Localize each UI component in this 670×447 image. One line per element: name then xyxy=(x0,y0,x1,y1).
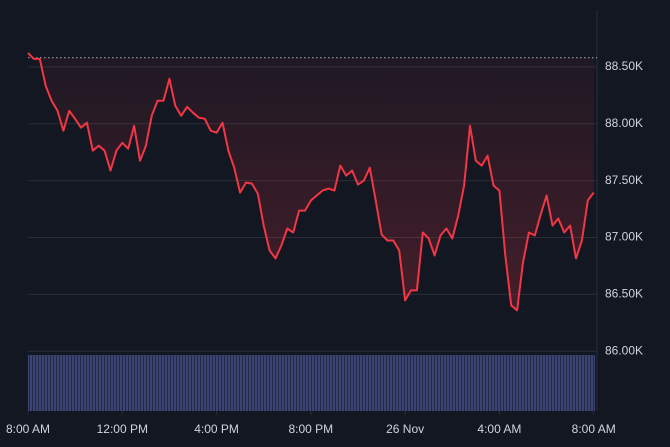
x-tick-label: 12:00 PM xyxy=(97,422,148,436)
y-tick-label: 86.50K xyxy=(605,287,643,301)
x-tick-label: 8:00 AM xyxy=(6,422,50,436)
x-tick-label: 8:00 AM xyxy=(572,422,616,436)
y-tick-label: 87.50K xyxy=(605,173,643,187)
y-tick-label: 88.00K xyxy=(605,116,643,130)
y-tick-label: 87.00K xyxy=(605,230,643,244)
volume-bars xyxy=(28,355,595,411)
area xyxy=(28,52,594,311)
price-line xyxy=(27,52,595,312)
y-tick-label: 86.00K xyxy=(605,343,643,357)
x-tick-label: 8:00 PM xyxy=(288,422,333,436)
x-tick-label: 4:00 AM xyxy=(477,422,521,436)
x-tick-label: 4:00 PM xyxy=(194,422,239,436)
x-tick-label: 26 Nov xyxy=(386,422,424,436)
y-tick-label: 88.50K xyxy=(605,59,643,73)
